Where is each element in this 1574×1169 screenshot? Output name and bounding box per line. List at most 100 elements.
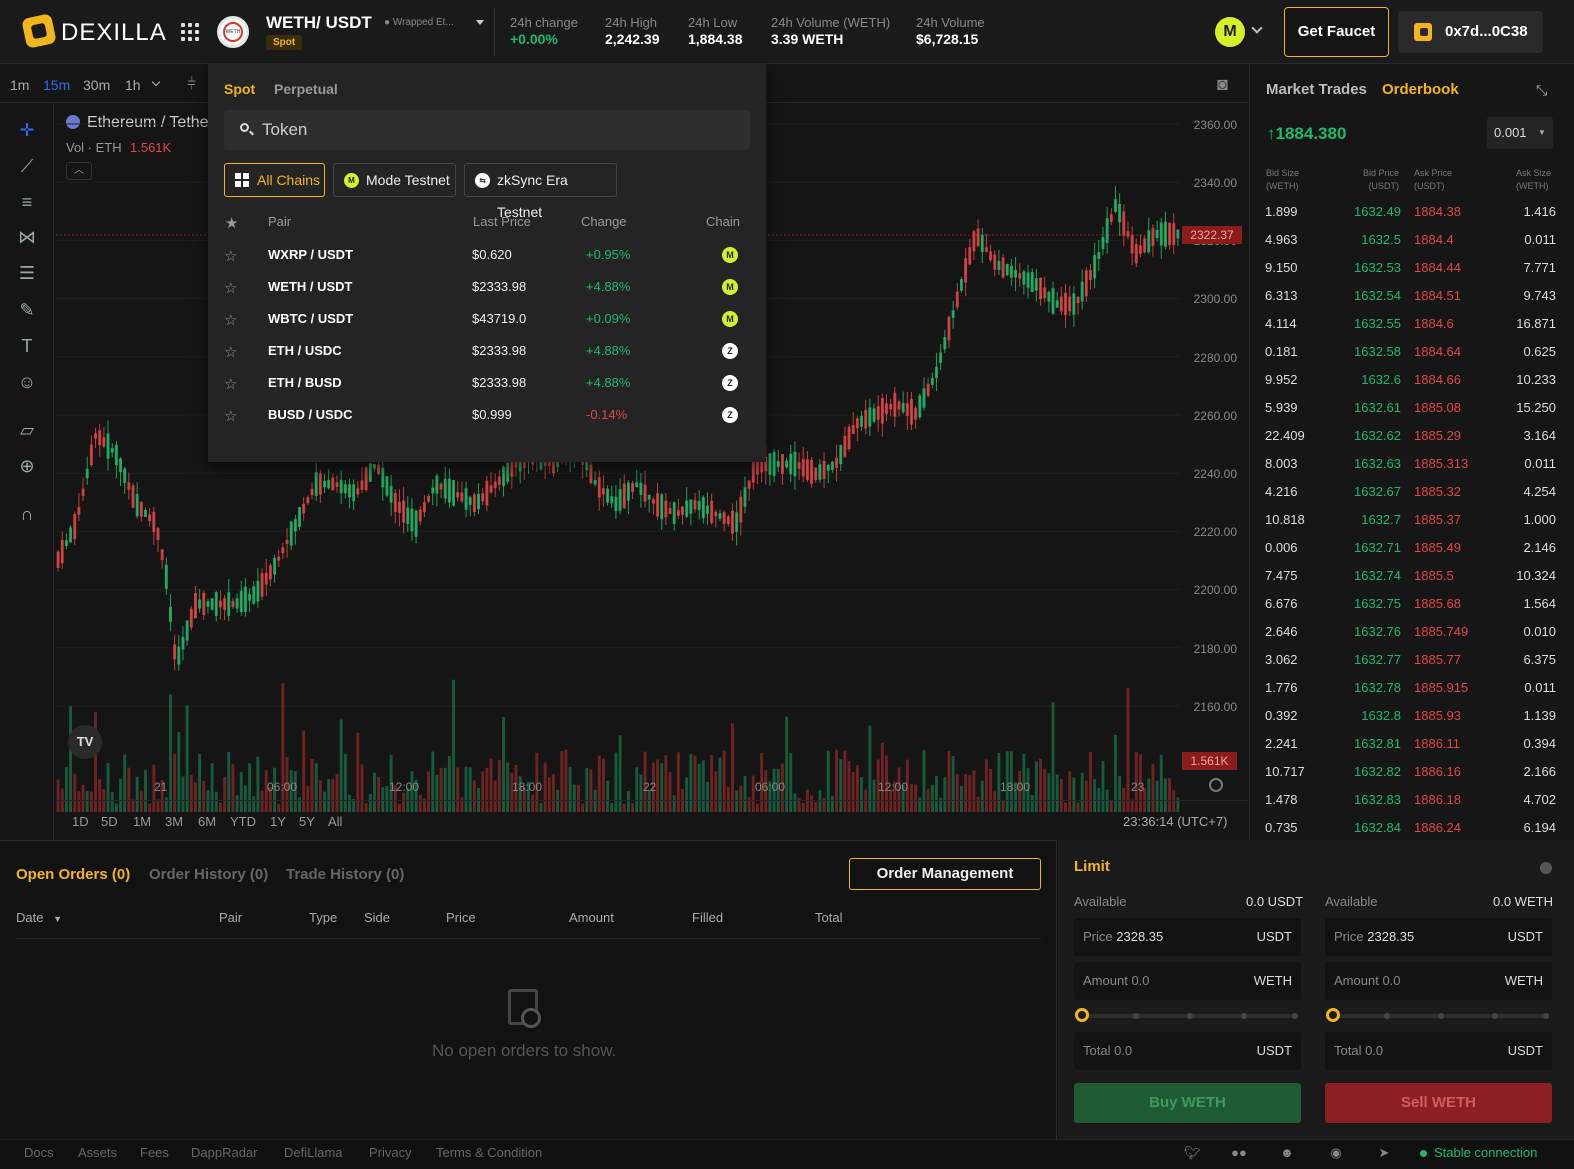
pair-row[interactable]: ☆ BUSD / USDC $0.999 -0.14% Z: [208, 400, 766, 432]
crosshair-icon[interactable]: ✛: [19, 120, 35, 140]
orderbook-row[interactable]: 9.952 1632.6 1884.66 10.233: [1265, 372, 1556, 387]
brush-icon[interactable]: ✎: [19, 300, 35, 320]
range-5d[interactable]: 5D: [101, 814, 118, 829]
footer-link-defillama[interactable]: DefiLlama: [284, 1145, 343, 1160]
buy-weth-button[interactable]: Buy WETH: [1074, 1083, 1301, 1123]
trendline-icon[interactable]: ⟋: [20, 156, 34, 176]
ruler-icon[interactable]: ▱: [20, 420, 34, 440]
sell-weth-button[interactable]: Sell WETH: [1325, 1083, 1552, 1123]
sell-total-input[interactable]: Total 0.0 USDT: [1325, 1032, 1552, 1070]
sell-amount-slider[interactable]: [1326, 1008, 1549, 1022]
pair-row[interactable]: ☆ ETH / USDC $2333.98 +4.88% Z: [208, 336, 766, 368]
github-icon[interactable]: ◉: [1330, 1145, 1342, 1160]
orderbook-row[interactable]: 4.114 1632.55 1884.6 16.871: [1265, 316, 1556, 331]
sell-price-input[interactable]: Price 2328.35 USDT: [1325, 918, 1552, 956]
fib-lines-icon[interactable]: ≡: [21, 192, 33, 212]
tab-order-history[interactable]: Order History (0): [149, 866, 269, 883]
orderbook-row[interactable]: 7.475 1632.74 1885.5 10.324: [1265, 568, 1556, 583]
orderbook-row[interactable]: 6.676 1632.75 1885.68 1.564: [1265, 596, 1556, 611]
dexilla-logo-icon[interactable]: [21, 13, 57, 49]
orderbook-row[interactable]: 4.216 1632.67 1885.32 4.254: [1265, 484, 1556, 499]
chain-filter-all[interactable]: All Chains: [224, 163, 325, 197]
col-date[interactable]: Date ▼: [16, 910, 63, 925]
info-icon[interactable]: [1540, 862, 1552, 874]
tab-perpetual[interactable]: Perpetual: [274, 81, 338, 97]
pattern-icon[interactable]: ⋈: [18, 227, 36, 247]
range-1d[interactable]: 1D: [72, 814, 89, 829]
footer-link-privacy[interactable]: Privacy: [369, 1145, 412, 1160]
buy-amount-slider[interactable]: [1075, 1008, 1298, 1022]
pair-selector-title[interactable]: WETH/ USDT: [266, 13, 372, 32]
pair-row[interactable]: ☆ WBTC / USDT $43719.0 +0.09% M: [208, 304, 766, 336]
network-chevron-down-icon[interactable]: [1251, 22, 1263, 34]
timeframe-1m[interactable]: 1m: [10, 77, 30, 93]
range-all[interactable]: All: [328, 814, 343, 829]
buy-total-input[interactable]: Total 0.0 USDT: [1074, 1032, 1301, 1070]
star-icon[interactable]: ☆: [224, 312, 238, 329]
camera-icon[interactable]: ◙: [1217, 74, 1228, 94]
telegram-icon[interactable]: ➤: [1378, 1145, 1390, 1160]
network-avatar[interactable]: M: [1215, 17, 1245, 47]
tab-orderbook[interactable]: Orderbook: [1382, 81, 1459, 98]
projection-icon[interactable]: ☰: [18, 263, 36, 283]
footer-link-fees[interactable]: Fees: [140, 1145, 169, 1160]
timeframe-30m[interactable]: 30m: [83, 77, 111, 93]
orderbook-row[interactable]: 8.003 1632.63 1885.313 0.011: [1265, 456, 1556, 471]
star-icon[interactable]: ☆: [224, 280, 238, 297]
wallet-button[interactable]: 0x7d...0C38: [1398, 11, 1543, 53]
orderbook-row[interactable]: 5.939 1632.61 1885.08 15.250: [1265, 400, 1556, 415]
chart-settings-gear-icon[interactable]: [1209, 778, 1223, 792]
zoom-in-icon[interactable]: ⊕: [19, 456, 35, 476]
pair-row[interactable]: ☆ ETH / BUSD $2333.98 +4.88% Z: [208, 368, 766, 400]
tradingview-logo[interactable]: TV: [68, 725, 102, 759]
get-faucet-button[interactable]: Get Faucet: [1284, 7, 1389, 57]
buy-amount-input[interactable]: Amount 0.0 WETH: [1074, 962, 1301, 1000]
range-1y[interactable]: 1Y: [270, 814, 286, 829]
discord-icon[interactable]: ☻: [1280, 1145, 1294, 1160]
tab-spot[interactable]: Spot: [224, 81, 256, 97]
magnet-icon[interactable]: ∩: [20, 504, 34, 524]
timeframe-15m[interactable]: 15m: [43, 77, 71, 93]
pair-dropdown-caret-icon[interactable]: [476, 20, 484, 25]
twitter-icon[interactable]: 🐦︎: [1184, 1145, 1201, 1160]
footer-link-assets[interactable]: Assets: [78, 1145, 118, 1160]
range-1m[interactable]: 1M: [133, 814, 152, 829]
range-6m[interactable]: 6M: [198, 814, 217, 829]
footer-link-dappradar[interactable]: DappRadar: [191, 1145, 258, 1160]
buy-price-input[interactable]: Price 2328.35 USDT: [1074, 918, 1301, 956]
tab-trade-history[interactable]: Trade History (0): [286, 866, 405, 883]
slider-knob[interactable]: [1075, 1008, 1089, 1022]
candle-type-icon[interactable]: ⫩: [187, 76, 197, 93]
orderbook-row[interactable]: 4.963 1632.5 1884.4 0.011: [1265, 232, 1556, 247]
tab-market-trades[interactable]: Market Trades: [1266, 81, 1367, 98]
orderbook-row[interactable]: 22.409 1632.62 1885.29 3.164: [1265, 428, 1556, 443]
orderbook-row[interactable]: 0.392 1632.8 1885.93 1.139: [1265, 708, 1556, 723]
token-search-input[interactable]: Token: [224, 110, 750, 150]
orderbook-row[interactable]: 1.776 1632.78 1885.915 0.011: [1265, 680, 1556, 695]
footer-link-terms[interactable]: Terms & Condition: [436, 1145, 543, 1160]
orderbook-row[interactable]: 10.818 1632.7 1885.37 1.000: [1265, 512, 1556, 527]
star-icon[interactable]: ☆: [224, 408, 238, 425]
slider-knob[interactable]: [1326, 1008, 1340, 1022]
tick-size-select[interactable]: 0.001 ▼: [1487, 117, 1553, 149]
orderbook-row[interactable]: 2.241 1632.81 1886.11 0.394: [1265, 736, 1556, 751]
medium-icon[interactable]: ●●: [1231, 1145, 1247, 1160]
orderbook-row[interactable]: 2.646 1632.76 1885.749 0.010: [1265, 624, 1556, 639]
pair-row[interactable]: ☆ WXRP / USDT $0.620 +0.95% M: [208, 240, 766, 272]
order-management-button[interactable]: Order Management: [849, 858, 1041, 890]
orderbook-row[interactable]: 1.478 1632.83 1886.18 4.702: [1265, 792, 1556, 807]
orderbook-row[interactable]: 10.717 1632.82 1886.16 2.166: [1265, 764, 1556, 779]
orderbook-row[interactable]: 1.899 1632.49 1884.38 1.416: [1265, 204, 1556, 219]
timeframe-1h[interactable]: 1h: [125, 77, 141, 93]
brand-name[interactable]: DEXILLA: [61, 19, 167, 46]
pair-row[interactable]: ☆ WETH / USDT $2333.98 +4.88% M: [208, 272, 766, 304]
star-icon[interactable]: ☆: [224, 344, 238, 361]
orderbook-row[interactable]: 3.062 1632.77 1885.77 6.375: [1265, 652, 1556, 667]
star-icon[interactable]: ☆: [224, 248, 238, 265]
range-ytd[interactable]: YTD: [230, 814, 256, 829]
apps-grid-icon[interactable]: [181, 23, 199, 41]
collapse-icon[interactable]: ⤡: [1536, 82, 1548, 98]
orderbook-row[interactable]: 6.313 1632.54 1884.51 9.743: [1265, 288, 1556, 303]
timeframe-chevron-down-icon[interactable]: [151, 77, 161, 87]
orderbook-row[interactable]: 0.006 1632.71 1885.49 2.146: [1265, 540, 1556, 555]
